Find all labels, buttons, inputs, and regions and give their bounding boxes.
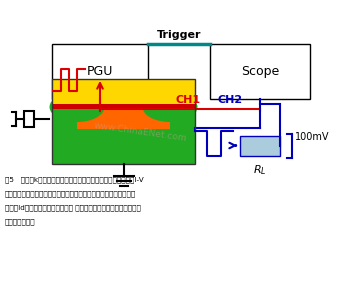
Ellipse shape xyxy=(142,92,197,122)
Text: CH1: CH1 xyxy=(175,95,201,105)
Text: 获更快的反应。: 获更快的反应。 xyxy=(5,218,36,225)
Bar xyxy=(52,109,77,129)
Text: 引起的Id变化被记录在示波器上。 下图中所示的系统带宽更高可以捕: 引起的Id变化被记录在示波器上。 下图中所示的系统带宽更高可以捕 xyxy=(5,204,141,211)
Bar xyxy=(24,111,34,127)
Text: www.ChinaENet.com: www.ChinaENet.com xyxy=(93,121,187,143)
Text: 测试系统。将漏极接到某偏压下，在栋极上加脉冲激励。由栋极脉冲: 测试系统。将漏极接到某偏压下，在栋极上加脉冲激励。由栋极脉冲 xyxy=(5,190,136,197)
Text: 图5   研究高k栋极介电层暂态电荷保获现象时，两种不同的脉冲I-V: 图5 研究高k栋极介电层暂态电荷保获现象时，两种不同的脉冲I-V xyxy=(5,176,144,183)
Bar xyxy=(210,44,310,99)
Text: Trigger: Trigger xyxy=(157,30,201,40)
Bar xyxy=(52,79,195,164)
Bar xyxy=(170,109,195,129)
Text: Scope: Scope xyxy=(241,65,279,78)
Bar xyxy=(52,109,195,129)
Bar xyxy=(52,79,195,104)
Bar xyxy=(240,136,280,156)
Text: 100mV: 100mV xyxy=(295,131,329,141)
Bar xyxy=(52,104,195,109)
Text: PGU: PGU xyxy=(87,65,113,78)
Bar xyxy=(52,44,148,99)
Bar xyxy=(52,129,195,164)
Text: CH2: CH2 xyxy=(218,95,243,105)
Text: $R_L$: $R_L$ xyxy=(253,163,267,177)
Ellipse shape xyxy=(50,92,105,122)
